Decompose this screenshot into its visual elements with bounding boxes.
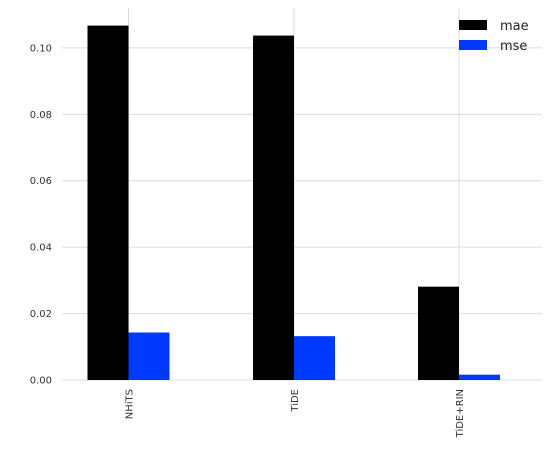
legend-label-mae: mae	[500, 19, 529, 34]
x-tick-label: TiDE	[290, 389, 301, 413]
bars-group	[87, 25, 500, 380]
y-tick-label: 0.08	[30, 110, 52, 121]
x-axis: NHiTS TiDE TiDE+RIN	[125, 389, 467, 438]
x-tick-label: NHiTS	[125, 389, 136, 419]
bar-mse-tide-rin	[459, 374, 500, 380]
legend-swatch-mae	[459, 20, 487, 30]
legend: mae mse	[459, 19, 529, 54]
legend-swatch-mse	[459, 40, 487, 50]
y-tick-label: 0.06	[30, 176, 52, 187]
bar-mae-tide	[253, 35, 294, 380]
bar-mse-tide	[294, 336, 335, 380]
bar-mse-nhits	[128, 332, 170, 380]
grid-lines	[62, 8, 542, 381]
y-tick-label: 0.02	[30, 309, 52, 320]
bar-mae-nhits	[87, 25, 129, 380]
bar-mae-tide-rin	[418, 286, 459, 380]
x-tick-label: TiDE+RIN	[455, 389, 466, 438]
legend-label-mse: mse	[500, 39, 527, 54]
y-tick-label: 0.00	[30, 376, 52, 387]
y-tick-label: 0.04	[30, 243, 52, 254]
y-axis: 0.00 0.02 0.04 0.06 0.08 0.10	[30, 43, 52, 386]
y-tick-label: 0.10	[30, 43, 52, 54]
